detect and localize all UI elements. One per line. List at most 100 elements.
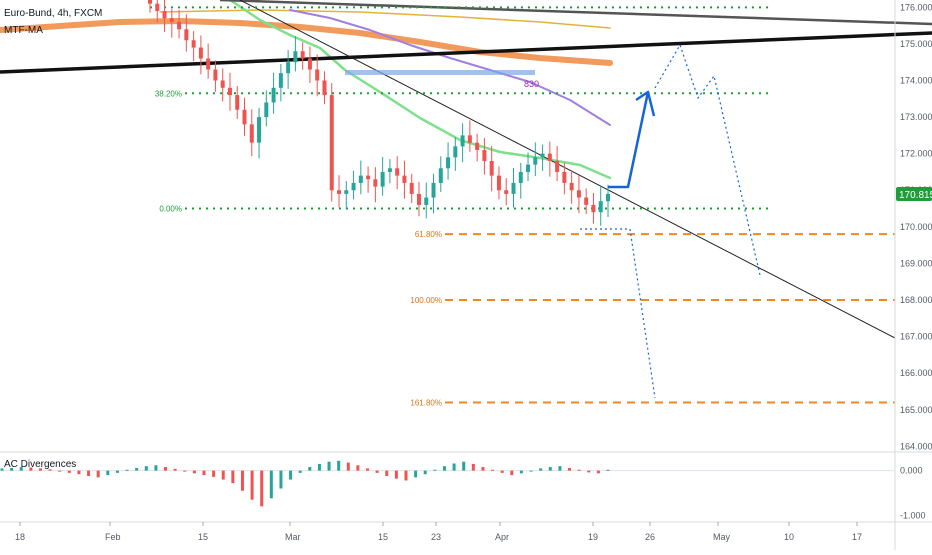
ac-bar bbox=[221, 470, 225, 480]
fib-levels[interactable]: 38.20% 0.00% 61.80% 100.00% 161.80% bbox=[150, 6, 895, 407]
ac-bar bbox=[77, 470, 81, 475]
candle-body bbox=[431, 182, 436, 198]
trendline-descending[interactable] bbox=[239, 0, 896, 339]
candle-body bbox=[446, 157, 451, 169]
ac-bar bbox=[346, 462, 350, 471]
ac-bar bbox=[231, 470, 235, 484]
sub-y-tick-label: 0.000 bbox=[900, 466, 923, 476]
y-tick-label: 166.000 bbox=[900, 368, 932, 378]
ac-bar bbox=[29, 467, 33, 471]
candles bbox=[148, 0, 610, 226]
candle-body bbox=[286, 62, 291, 74]
x-tick-label: 23 bbox=[431, 532, 441, 542]
candle-body bbox=[598, 201, 603, 213]
candle-body bbox=[606, 193, 610, 202]
ac-bar bbox=[106, 470, 110, 476]
candle-body bbox=[307, 58, 312, 70]
moving-averages bbox=[0, 0, 613, 180]
ac-bar bbox=[279, 470, 283, 489]
projection-dotted-down[interactable] bbox=[580, 228, 656, 399]
y-tick-label: 167.000 bbox=[900, 332, 932, 342]
candle-body bbox=[555, 160, 560, 172]
annotation-830: 830 bbox=[524, 79, 539, 89]
candle-body bbox=[424, 197, 429, 205]
x-tick-label: Feb bbox=[105, 532, 121, 542]
ac-bar bbox=[558, 466, 562, 471]
candle-body bbox=[315, 69, 320, 81]
ac-bar bbox=[471, 463, 475, 471]
ac-bar bbox=[452, 463, 456, 471]
y-tick-label: 168.000 bbox=[900, 295, 932, 305]
fib-label: 38.20% bbox=[155, 89, 182, 98]
candle-body bbox=[184, 29, 189, 41]
candle-body bbox=[409, 182, 414, 194]
trendline-gray[interactable] bbox=[219, 0, 932, 26]
ac-bar bbox=[183, 470, 187, 472]
trend-lines[interactable] bbox=[0, 0, 932, 339]
candle-body bbox=[155, 3, 160, 11]
ac-divergences-pane bbox=[0, 460, 895, 507]
candle-body bbox=[584, 197, 589, 205]
ac-bar bbox=[173, 468, 177, 471]
candle-body bbox=[191, 40, 196, 48]
candle-body bbox=[329, 95, 334, 191]
y-tick-label: 172.000 bbox=[900, 149, 932, 159]
ac-bar bbox=[87, 470, 91, 476]
y-tick-label: 170.000 bbox=[900, 222, 932, 232]
indicator-label: MTF-MA bbox=[4, 25, 43, 36]
projection-solid[interactable] bbox=[608, 91, 650, 189]
ac-bar bbox=[250, 470, 254, 500]
projection-dotted-up[interactable] bbox=[654, 43, 761, 276]
sub-y-tick-label: -1.000 bbox=[900, 510, 926, 520]
candle-body bbox=[569, 182, 574, 191]
trendline-black[interactable] bbox=[0, 31, 932, 74]
candle-body bbox=[380, 171, 385, 187]
x-tick-label: 26 bbox=[645, 532, 655, 542]
projection-arrowhead bbox=[635, 90, 656, 117]
y-tick-label: 164.000 bbox=[900, 441, 932, 451]
sub-indicator-label: AC Divergences bbox=[4, 459, 76, 470]
ac-bar bbox=[462, 461, 466, 471]
ac-bar bbox=[337, 460, 341, 471]
price-badge-bg bbox=[896, 187, 932, 201]
candle-body bbox=[475, 142, 480, 150]
candle-body bbox=[278, 73, 283, 88]
ac-bar bbox=[539, 468, 543, 471]
ac-bar bbox=[577, 469, 581, 471]
candle-body bbox=[387, 168, 392, 172]
ac-bar bbox=[289, 470, 293, 480]
candle-body bbox=[249, 124, 254, 143]
ac-bar bbox=[385, 470, 389, 476]
y-tick-label: 165.000 bbox=[900, 405, 932, 415]
candle-body bbox=[518, 171, 523, 183]
candle-body bbox=[257, 117, 262, 143]
fib-label: 61.80% bbox=[415, 230, 442, 239]
ac-bar bbox=[269, 470, 273, 499]
candle-body bbox=[511, 182, 516, 194]
ac-bar bbox=[154, 465, 158, 471]
ac-bar bbox=[10, 467, 14, 471]
candle-body bbox=[504, 190, 509, 194]
blue-zone bbox=[345, 70, 535, 75]
ac-bar bbox=[327, 461, 331, 471]
candle-body bbox=[235, 95, 240, 110]
x-tick-label: 18 bbox=[15, 532, 25, 542]
candle-body bbox=[591, 204, 596, 213]
candle-body bbox=[438, 168, 443, 183]
candle-body bbox=[358, 175, 363, 183]
projection-path[interactable] bbox=[580, 43, 761, 399]
y-tick-label: 173.000 bbox=[900, 112, 932, 122]
candle-body bbox=[533, 157, 538, 165]
x-tick-label: 17 bbox=[852, 532, 862, 542]
ac-bar bbox=[606, 469, 610, 471]
y-tick-label: 169.000 bbox=[900, 258, 932, 268]
candle-body bbox=[373, 179, 378, 187]
ac-bar bbox=[433, 469, 437, 471]
ma-green bbox=[228, 0, 612, 180]
candle-body bbox=[576, 190, 581, 198]
candle-body bbox=[220, 80, 225, 88]
candle-body bbox=[337, 190, 342, 194]
ma-orange bbox=[0, 18, 613, 66]
